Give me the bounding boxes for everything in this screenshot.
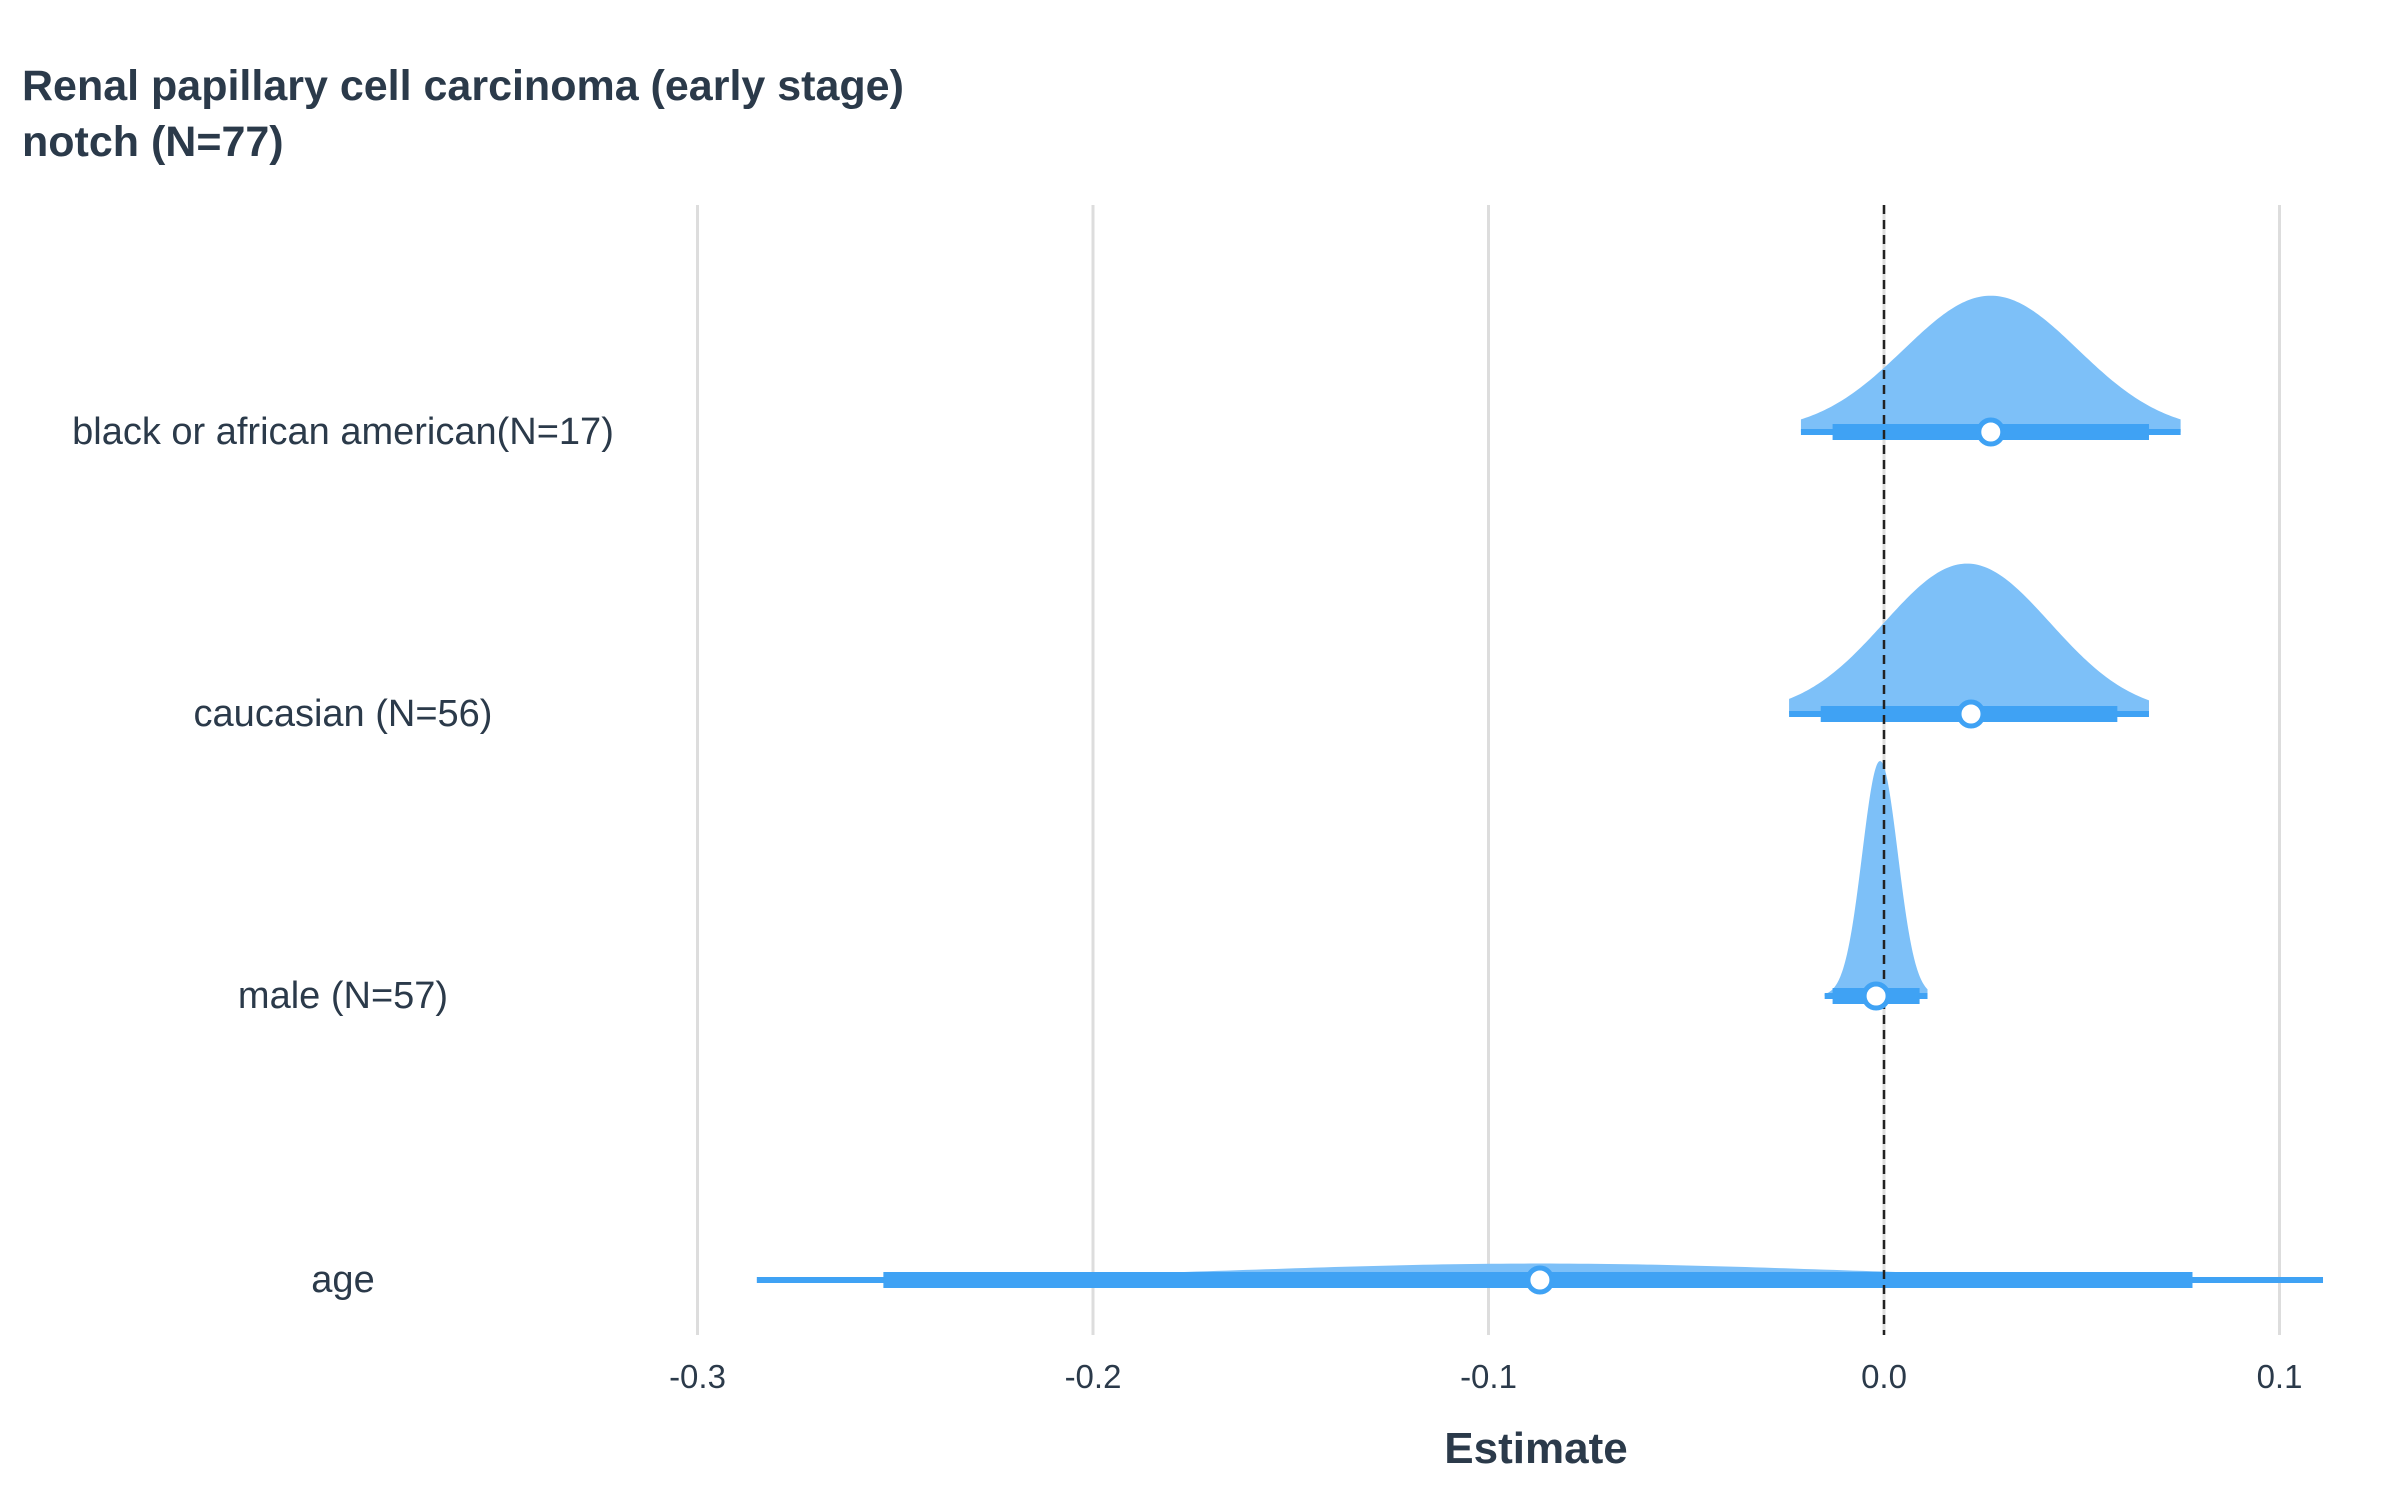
density-shape [1789, 563, 2149, 714]
chart-title-line-2: notch (N=77) [22, 118, 284, 166]
forest-row [1824, 761, 1928, 1004]
rows-layer [756, 295, 2324, 1288]
row-label: age [311, 1259, 374, 1301]
row-label: black or african american(N=17) [72, 411, 614, 453]
x-tick-label: -0.1 [1460, 1358, 1517, 1395]
density-shape [1800, 295, 2181, 432]
row-label: male (N=57) [238, 975, 448, 1017]
x-tick-label: 0.1 [2257, 1358, 2303, 1395]
density-shape [1824, 761, 1928, 996]
point-estimate [1861, 981, 1891, 1011]
x-tick-label: 0.0 [1861, 1358, 1907, 1395]
forest-row [1800, 295, 2181, 440]
point-estimate [1525, 1265, 1555, 1295]
x-tick-label: -0.2 [1065, 1358, 1122, 1395]
point-estimate [1956, 699, 1986, 729]
row-label: caucasian (N=56) [194, 693, 493, 735]
chart-title: Renal papillary cell carcinoma (early st… [22, 58, 904, 170]
chart-title-line-1: Renal papillary cell carcinoma (early st… [22, 62, 904, 110]
x-axis-label: Estimate [1444, 1424, 1627, 1473]
points-layer [1525, 417, 2006, 1295]
x-axis-ticks: -0.3 -0.2 -0.1 0.0 0.1 [669, 1358, 2302, 1395]
forest-row [1789, 563, 2149, 722]
x-tick-label: -0.3 [669, 1358, 726, 1395]
labels-layer: black or african american(N=17) caucasian… [72, 411, 614, 1301]
point-estimate [1976, 417, 2006, 447]
